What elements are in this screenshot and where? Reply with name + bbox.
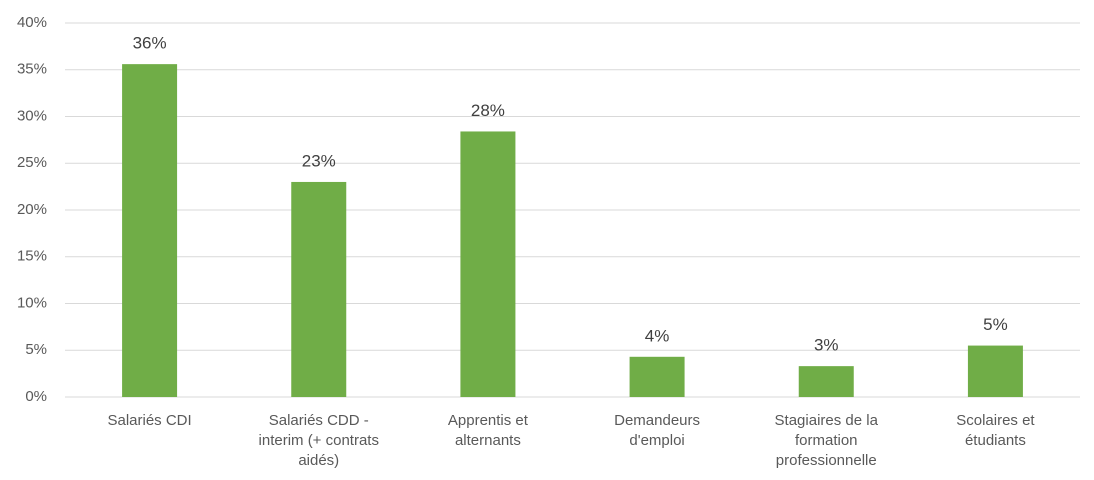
bar: [460, 131, 516, 397]
value-label: 23%: [302, 151, 336, 170]
value-label: 3%: [814, 336, 839, 355]
x-tick-label: Salariés CDD -interim (+ contrats aidés): [259, 412, 379, 469]
x-tick-label: Salariés CDI: [107, 412, 191, 429]
y-tick-label: 15%: [17, 248, 47, 265]
y-tick-label: 0%: [25, 388, 47, 405]
y-tick-label: 30%: [17, 107, 47, 124]
x-tick-label: Stagiaires de la formation professionnelle: [775, 412, 879, 469]
x-tick-label: Scolaires et étudiants: [956, 412, 1035, 449]
y-tick-label: 25%: [17, 154, 47, 171]
value-label: 28%: [471, 101, 505, 120]
y-tick-label: 5%: [25, 341, 47, 358]
bar: [122, 64, 178, 397]
value-label: 5%: [983, 315, 1008, 334]
bar: [967, 345, 1023, 397]
value-label: 36%: [133, 34, 167, 53]
value-label: 4%: [645, 326, 670, 345]
bar: [629, 356, 685, 397]
x-tick-label: Apprentis et alternants: [448, 412, 529, 449]
y-tick-label: 20%: [17, 201, 47, 218]
y-tick-label: 35%: [17, 61, 47, 78]
x-tick-label: Demandeurs d'emploi: [614, 412, 700, 449]
bar: [291, 181, 347, 397]
y-tick-label: 10%: [17, 294, 47, 311]
y-tick-label: 40%: [17, 14, 47, 31]
bar: [798, 366, 854, 397]
